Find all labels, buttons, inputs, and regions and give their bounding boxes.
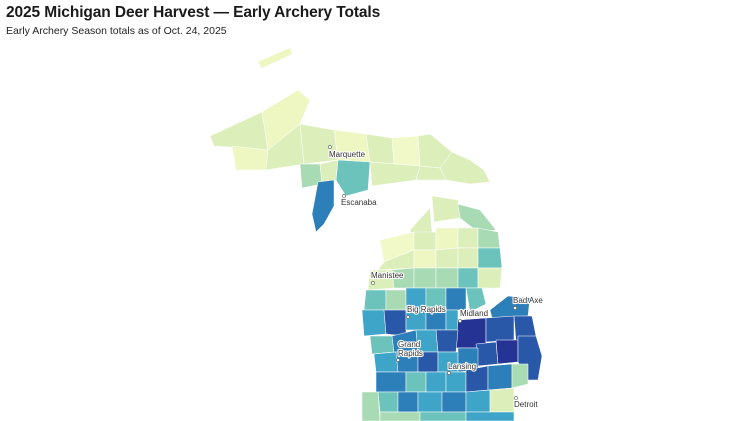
- lp-county[interactable]: [377, 391, 399, 413]
- lp-county[interactable]: [475, 341, 499, 367]
- city-markers: Marquette Escanaba Manistee Big Rapids M…: [328, 145, 544, 410]
- city-dot: [406, 315, 410, 319]
- lp-county[interactable]: [425, 371, 447, 393]
- city-dot: [458, 319, 462, 323]
- lp-county[interactable]: [375, 371, 407, 393]
- city-label-lansing: Lansing: [448, 362, 476, 371]
- city-dot: [514, 396, 518, 400]
- up-county[interactable]: [261, 89, 311, 151]
- city-dot: [396, 358, 400, 362]
- city-label-manistee: Manistee: [371, 271, 404, 280]
- lp-county[interactable]: [369, 335, 395, 355]
- city-dot: [328, 145, 332, 149]
- lp-county[interactable]: [465, 411, 515, 421]
- city-label-midland: Midland: [460, 309, 488, 318]
- up-county[interactable]: [335, 159, 371, 197]
- lp-county[interactable]: [445, 371, 467, 393]
- city-label-grand-rapids-line1: Grand: [398, 340, 420, 349]
- lp-county[interactable]: [495, 339, 519, 365]
- lp-county[interactable]: [419, 411, 467, 421]
- lp-county[interactable]: [363, 289, 387, 311]
- lp-county[interactable]: [373, 351, 399, 373]
- lp-county[interactable]: [445, 287, 467, 311]
- page-title: 2025 Michigan Deer Harvest — Early Arche…: [6, 4, 381, 21]
- up-county[interactable]: [231, 145, 269, 171]
- lp-county[interactable]: [457, 267, 479, 289]
- city-label-big-rapids: Big Rapids: [407, 305, 446, 314]
- keweenaw-strip[interactable]: [258, 48, 292, 68]
- lp-county[interactable]: [413, 249, 437, 269]
- lp-county[interactable]: [397, 391, 419, 413]
- lower-peninsula: [361, 195, 543, 421]
- lp-county[interactable]: [477, 267, 503, 289]
- city-marquette[interactable]: Marquette: [328, 145, 367, 160]
- lp-county[interactable]: [477, 247, 503, 269]
- lp-county[interactable]: [435, 247, 459, 269]
- up-county[interactable]: [415, 165, 447, 181]
- lp-county[interactable]: [465, 287, 487, 313]
- lp-county[interactable]: [489, 387, 515, 413]
- city-bad-axe[interactable]: Bad Axe: [512, 295, 544, 310]
- upper-peninsula: [209, 48, 491, 233]
- lp-county[interactable]: [361, 309, 387, 337]
- up-county[interactable]: [365, 133, 395, 165]
- up-county[interactable]: [209, 111, 269, 151]
- up-county[interactable]: [391, 135, 421, 167]
- city-lansing[interactable]: Lansing: [447, 361, 477, 375]
- city-manistee[interactable]: Manistee: [370, 270, 405, 285]
- city-label-detroit: Detroit: [514, 400, 538, 409]
- up-county[interactable]: [369, 161, 421, 187]
- lp-county[interactable]: [361, 391, 381, 421]
- city-label-marquette: Marquette: [329, 150, 366, 159]
- lp-county[interactable]: [413, 231, 437, 251]
- lp-county[interactable]: [435, 329, 459, 353]
- city-dot: [447, 371, 451, 375]
- page-subtitle: Early Archery Season totals as of Oct. 2…: [6, 25, 227, 37]
- lp-county[interactable]: [435, 227, 459, 251]
- city-label-grand-rapids-line2: Rapids: [398, 349, 423, 358]
- city-detroit[interactable]: Detroit: [513, 396, 539, 410]
- lp-county[interactable]: [405, 371, 427, 393]
- up-county-menominee[interactable]: [311, 179, 335, 233]
- lp-county[interactable]: [485, 315, 515, 343]
- city-escanaba[interactable]: Escanaba: [340, 194, 378, 208]
- lp-county[interactable]: [487, 363, 513, 391]
- lp-county[interactable]: [457, 227, 479, 249]
- up-county[interactable]: [319, 159, 339, 185]
- lp-county[interactable]: [445, 309, 459, 331]
- city-grand-rapids[interactable]: Grand Rapids: [396, 339, 424, 362]
- lp-county[interactable]: [441, 391, 467, 413]
- lp-county[interactable]: [435, 267, 459, 289]
- lp-county[interactable]: [383, 309, 407, 337]
- city-dot: [342, 194, 346, 198]
- city-dot: [513, 306, 517, 310]
- lp-county[interactable]: [477, 227, 501, 249]
- city-big-rapids[interactable]: Big Rapids: [406, 304, 447, 319]
- lp-county[interactable]: [489, 295, 531, 319]
- lp-county[interactable]: [457, 247, 479, 269]
- city-label-escanaba: Escanaba: [341, 198, 377, 207]
- city-dot: [371, 281, 375, 285]
- lp-county[interactable]: [465, 389, 491, 413]
- lp-county[interactable]: [413, 267, 437, 289]
- city-label-grand-rapids: Grand Rapids: [398, 340, 423, 358]
- city-label-bad-axe: Bad Axe: [513, 296, 543, 305]
- lp-county[interactable]: [511, 363, 529, 389]
- lp-county[interactable]: [417, 391, 443, 413]
- lp-county[interactable]: [385, 289, 407, 311]
- up-county[interactable]: [439, 151, 491, 185]
- lp-county[interactable]: [431, 195, 461, 223]
- lp-county[interactable]: [379, 411, 421, 421]
- city-midland[interactable]: Midland: [458, 308, 489, 323]
